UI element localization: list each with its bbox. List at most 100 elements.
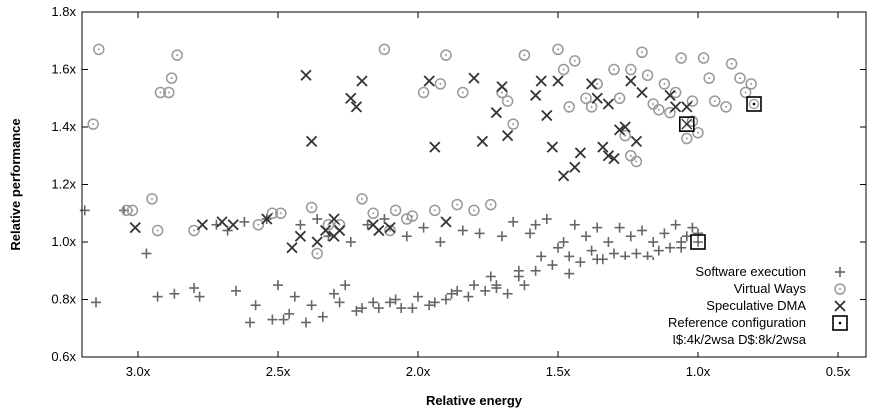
data-point	[541, 214, 552, 224]
data-point	[429, 204, 441, 217]
data-point	[216, 216, 228, 228]
data-point	[585, 78, 598, 90]
data-point	[485, 198, 497, 211]
data-point	[564, 268, 575, 279]
data-point	[625, 231, 636, 242]
data-point	[490, 106, 503, 119]
data-point	[530, 265, 541, 276]
data-point	[275, 207, 287, 219]
x-tick-label: 1.5x	[546, 364, 571, 379]
data-point	[424, 300, 435, 311]
data-point	[592, 254, 603, 265]
data-point	[452, 285, 463, 296]
data-point	[165, 72, 178, 84]
data-point	[592, 222, 603, 233]
legend: Software execution Virtual Ways Speculativ…	[618, 260, 858, 352]
data-point	[508, 216, 519, 227]
data-point	[653, 245, 664, 256]
data-point	[603, 237, 614, 247]
data-point	[378, 43, 391, 56]
data-point	[641, 69, 654, 81]
data-point	[609, 248, 619, 259]
data-point	[642, 251, 653, 262]
data-point	[529, 89, 542, 102]
data-point	[681, 231, 692, 242]
data-point	[485, 271, 496, 282]
data-point	[725, 58, 738, 70]
data-point	[530, 219, 541, 230]
data-point	[163, 86, 175, 99]
data-point	[580, 92, 592, 104]
data-point	[417, 86, 430, 99]
data-point	[423, 75, 435, 87]
data-point	[126, 204, 139, 217]
data-point	[266, 207, 279, 219]
data-point	[245, 317, 255, 328]
data-point	[501, 95, 514, 107]
data-point	[351, 306, 362, 316]
data-point	[496, 81, 508, 93]
data-point	[189, 283, 199, 293]
y-tick-label: 0.8x	[51, 292, 76, 307]
plot-area	[79, 43, 762, 328]
legend-entry-marker	[832, 315, 848, 331]
data-point	[87, 118, 99, 130]
legend-background	[618, 260, 858, 352]
data-point	[356, 193, 368, 205]
data-point	[261, 213, 273, 225]
reference-overlay	[748, 98, 760, 110]
data-point	[597, 141, 609, 153]
series-virtual-ways	[87, 43, 757, 260]
data-point	[356, 75, 368, 87]
legend-note: I$:4k/2wsa D$:8k/2wsa	[672, 332, 806, 347]
data-point	[574, 147, 587, 159]
data-point	[497, 231, 507, 242]
data-point	[231, 285, 241, 296]
data-point	[154, 86, 167, 99]
data-point	[333, 224, 346, 237]
data-point	[267, 314, 278, 325]
data-point	[681, 101, 693, 113]
data-point	[317, 311, 328, 322]
data-point	[636, 86, 648, 99]
data-point	[129, 221, 141, 234]
data-point	[273, 280, 283, 291]
data-point	[362, 219, 373, 230]
data-point	[286, 242, 298, 254]
data-point	[664, 106, 676, 119]
data-point	[446, 288, 457, 299]
data-point	[585, 101, 598, 113]
data-point	[693, 228, 703, 239]
x-axis-label: Relative energy	[426, 393, 523, 408]
data-point	[152, 291, 163, 302]
data-point	[194, 291, 205, 302]
data-point	[619, 129, 631, 142]
data-point	[468, 72, 480, 84]
data-point	[345, 92, 357, 104]
data-point	[345, 237, 356, 247]
data-point	[390, 294, 401, 305]
y-tick-label: 1.8x	[51, 4, 76, 19]
data-point	[552, 75, 564, 87]
data-point	[396, 303, 407, 314]
data-point	[637, 225, 647, 236]
data-point	[301, 317, 311, 328]
data-point	[451, 198, 463, 211]
data-point	[613, 124, 626, 136]
data-point	[368, 297, 379, 308]
legend-entry-label: Virtual Ways	[734, 281, 807, 296]
data-point	[385, 297, 395, 308]
data-point	[664, 89, 676, 102]
data-point	[501, 129, 514, 142]
data-point	[306, 300, 317, 311]
data-point	[631, 248, 642, 259]
x-tick-label: 2.5x	[266, 364, 291, 379]
data-point	[502, 288, 513, 299]
data-point	[569, 161, 581, 173]
data-point	[625, 63, 637, 76]
x-tick-label: 1.0x	[686, 364, 711, 379]
data-point	[340, 280, 351, 291]
data-point	[294, 230, 307, 242]
data-point	[518, 49, 531, 61]
data-point	[625, 150, 637, 162]
